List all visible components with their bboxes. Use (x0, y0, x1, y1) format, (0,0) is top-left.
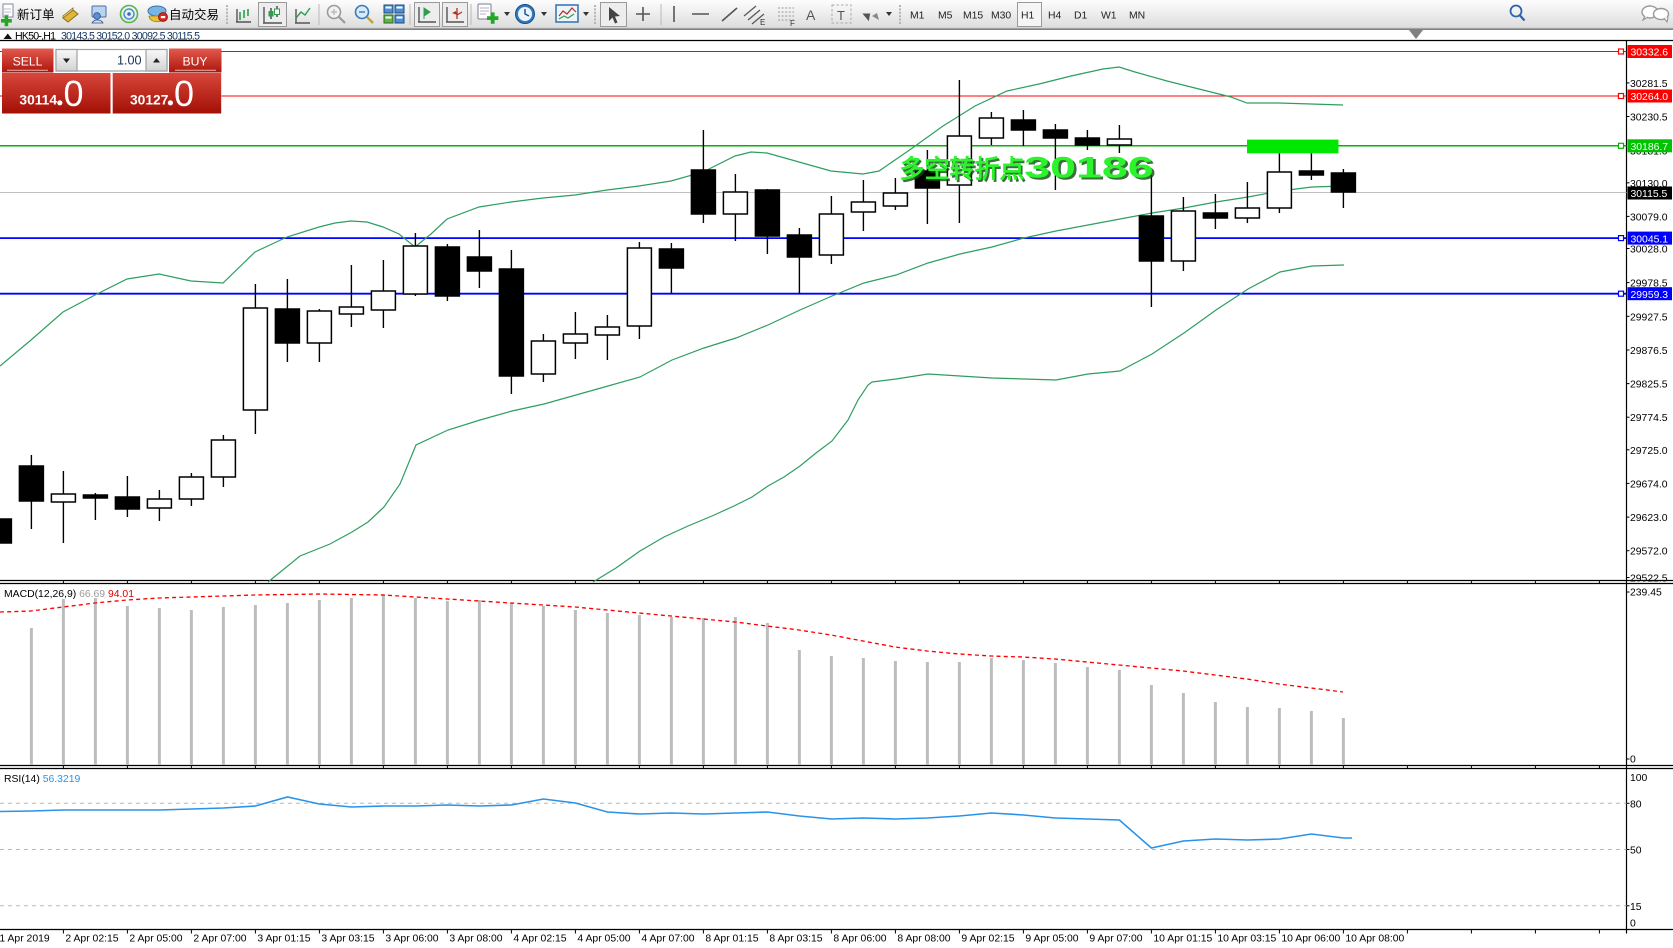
svg-text:10 Apr 08:00: 10 Apr 08:00 (1345, 934, 1404, 945)
svg-text:H1: H1 (1021, 11, 1035, 22)
svg-text:2 Apr 07:00: 2 Apr 07:00 (193, 934, 246, 945)
svg-text:30332.6: 30332.6 (1631, 48, 1669, 59)
svg-text:10 Apr 01:15: 10 Apr 01:15 (1153, 934, 1212, 945)
svg-text:T: T (837, 8, 845, 23)
svg-text:29572.0: 29572.0 (1630, 547, 1668, 558)
svg-text:50: 50 (1630, 846, 1642, 857)
svg-text:MACD(12,26,9) 66.69 94.01: MACD(12,26,9) 66.69 94.01 (4, 589, 134, 600)
svg-text:E: E (760, 18, 765, 27)
svg-text:30186: 30186 (1024, 151, 1153, 184)
svg-text:30130.0: 30130.0 (1630, 179, 1668, 190)
svg-text:W1: W1 (1101, 11, 1117, 22)
svg-text:9 Apr 02:15: 9 Apr 02:15 (961, 934, 1014, 945)
svg-text:29825.5: 29825.5 (1630, 380, 1668, 391)
svg-text:29876.5: 29876.5 (1630, 346, 1668, 357)
svg-text:0: 0 (1630, 755, 1636, 766)
svg-text:29774.5: 29774.5 (1630, 413, 1668, 424)
svg-text:1.00: 1.00 (117, 54, 142, 68)
svg-text:30114: 30114 (19, 92, 57, 107)
svg-text:29674.0: 29674.0 (1630, 479, 1668, 490)
svg-text:MN: MN (1129, 11, 1145, 22)
svg-text:30115.5: 30115.5 (1631, 189, 1668, 200)
svg-text:30143.5 30152.0 30092.5 30115.: 30143.5 30152.0 30092.5 30115.5 (61, 30, 200, 42)
svg-text:8 Apr 01:15: 8 Apr 01:15 (705, 934, 758, 945)
svg-text:4 Apr 07:00: 4 Apr 07:00 (641, 934, 694, 945)
svg-text:A: A (806, 7, 816, 23)
svg-text:29978.5: 29978.5 (1630, 279, 1668, 290)
svg-text:M15: M15 (963, 11, 983, 22)
svg-text:4 Apr 02:15: 4 Apr 02:15 (513, 934, 566, 945)
svg-text:3 Apr 01:15: 3 Apr 01:15 (257, 934, 310, 945)
svg-text:自动交易: 自动交易 (169, 7, 219, 22)
svg-text:10 Apr 06:00: 10 Apr 06:00 (1281, 934, 1340, 945)
svg-text:9 Apr 07:00: 9 Apr 07:00 (1089, 934, 1142, 945)
svg-text:239.45: 239.45 (1630, 588, 1662, 599)
svg-text:H4: H4 (1048, 11, 1062, 22)
svg-text:30264.0: 30264.0 (1631, 92, 1669, 103)
svg-text:15: 15 (1630, 902, 1642, 913)
svg-text:M30: M30 (991, 11, 1011, 22)
svg-text:29522.5: 29522.5 (1630, 574, 1668, 585)
svg-text:30045.1: 30045.1 (1631, 234, 1669, 245)
svg-text:30186.7: 30186.7 (1631, 142, 1669, 153)
svg-text:M5: M5 (938, 11, 953, 22)
svg-text:4 Apr 05:00: 4 Apr 05:00 (577, 934, 630, 945)
svg-text:HK50-,H1: HK50-,H1 (15, 30, 56, 42)
svg-text:3 Apr 03:15: 3 Apr 03:15 (321, 934, 374, 945)
svg-text:30028.0: 30028.0 (1630, 245, 1668, 256)
svg-text:8 Apr 06:00: 8 Apr 06:00 (833, 934, 886, 945)
svg-text:多空转折点: 多空转折点 (900, 155, 1025, 184)
svg-text:30079.0: 30079.0 (1630, 212, 1668, 223)
svg-text:1 Apr 2019: 1 Apr 2019 (0, 934, 50, 945)
svg-text:100: 100 (1630, 773, 1648, 784)
svg-text:30281.5: 30281.5 (1630, 79, 1668, 90)
svg-text:0: 0 (174, 73, 194, 114)
svg-text:8 Apr 08:00: 8 Apr 08:00 (897, 934, 950, 945)
svg-text:0: 0 (1630, 918, 1636, 929)
svg-text:2 Apr 05:00: 2 Apr 05:00 (129, 934, 182, 945)
svg-text:29725.0: 29725.0 (1630, 446, 1668, 457)
svg-text:多空转折点: 多空转折点 (901, 156, 1026, 185)
svg-text:M1: M1 (910, 11, 925, 22)
svg-text:29959.3: 29959.3 (1631, 290, 1669, 301)
svg-text:29927.5: 29927.5 (1630, 312, 1668, 323)
svg-text:2 Apr 02:15: 2 Apr 02:15 (65, 934, 118, 945)
svg-text:9 Apr 05:00: 9 Apr 05:00 (1025, 934, 1078, 945)
svg-text:10 Apr 03:15: 10 Apr 03:15 (1217, 934, 1276, 945)
svg-text:3 Apr 08:00: 3 Apr 08:00 (449, 934, 502, 945)
svg-text:新订单: 新订单 (17, 7, 55, 22)
svg-text:30127: 30127 (130, 92, 169, 107)
svg-text:80: 80 (1630, 799, 1642, 810)
svg-text:8 Apr 03:15: 8 Apr 03:15 (769, 934, 822, 945)
svg-text:29623.0: 29623.0 (1630, 513, 1668, 524)
svg-text:RSI(14) 56.3219: RSI(14) 56.3219 (4, 774, 80, 785)
svg-text:SELL: SELL (13, 54, 43, 68)
svg-text:3 Apr 06:00: 3 Apr 06:00 (385, 934, 438, 945)
svg-text:30230.5: 30230.5 (1630, 113, 1668, 124)
svg-text:F: F (790, 19, 795, 28)
svg-text:D1: D1 (1074, 11, 1088, 22)
svg-text:30186: 30186 (1027, 153, 1156, 186)
svg-text:BUY: BUY (182, 54, 207, 68)
svg-text:0: 0 (64, 73, 84, 114)
